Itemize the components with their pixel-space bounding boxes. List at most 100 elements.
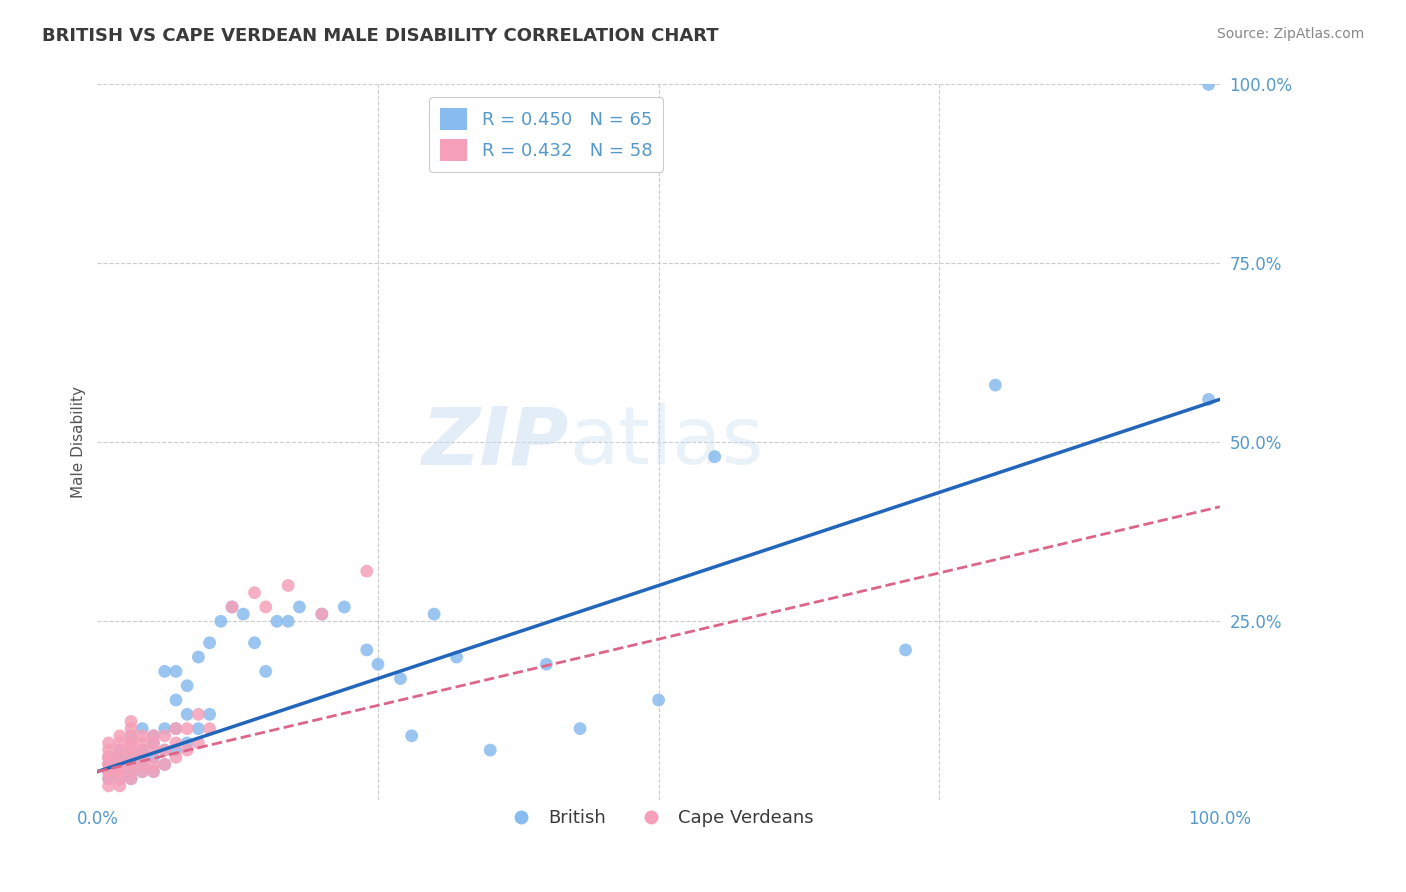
Point <box>108 779 131 793</box>
Point <box>97 750 120 764</box>
Point <box>108 764 131 779</box>
Point <box>120 714 142 729</box>
Point <box>120 750 142 764</box>
Point <box>894 643 917 657</box>
Point <box>311 607 333 621</box>
Point <box>131 743 153 757</box>
Point <box>176 707 198 722</box>
Point <box>266 614 288 628</box>
Point <box>389 672 412 686</box>
Point <box>367 657 389 672</box>
Point <box>131 750 153 764</box>
Point <box>120 757 142 772</box>
Point <box>703 450 725 464</box>
Point <box>165 736 187 750</box>
Point <box>97 736 120 750</box>
Point <box>142 764 165 779</box>
Point <box>479 743 502 757</box>
Point <box>108 729 131 743</box>
Point <box>97 772 120 786</box>
Point <box>423 607 446 621</box>
Point <box>254 599 277 614</box>
Point <box>165 743 187 757</box>
Point <box>120 772 142 786</box>
Y-axis label: Male Disability: Male Disability <box>72 386 86 499</box>
Point <box>142 736 165 750</box>
Point <box>131 729 153 743</box>
Point <box>232 607 254 621</box>
Point <box>153 729 176 743</box>
Point <box>142 764 165 779</box>
Point <box>108 743 131 757</box>
Point <box>142 736 165 750</box>
Point <box>176 736 198 750</box>
Point <box>198 707 221 722</box>
Point <box>1198 78 1220 92</box>
Point <box>97 764 120 779</box>
Point <box>187 722 209 736</box>
Point <box>120 743 142 757</box>
Point <box>108 772 131 786</box>
Point <box>120 736 142 750</box>
Point <box>198 636 221 650</box>
Point <box>165 750 187 764</box>
Point <box>97 757 120 772</box>
Text: Source: ZipAtlas.com: Source: ZipAtlas.com <box>1216 27 1364 41</box>
Point <box>165 722 187 736</box>
Point <box>97 743 120 757</box>
Point <box>153 722 176 736</box>
Point <box>142 729 165 743</box>
Point <box>984 378 1007 392</box>
Point <box>1198 392 1220 407</box>
Point <box>120 722 142 736</box>
Point <box>153 743 176 757</box>
Point <box>311 607 333 621</box>
Point <box>131 736 153 750</box>
Point <box>187 736 209 750</box>
Point <box>277 578 299 592</box>
Point <box>120 764 142 779</box>
Point <box>108 764 131 779</box>
Point <box>97 779 120 793</box>
Point <box>108 750 131 764</box>
Text: ZIP: ZIP <box>422 403 569 482</box>
Point <box>356 564 378 578</box>
Point <box>187 707 209 722</box>
Point <box>288 599 311 614</box>
Point <box>333 599 356 614</box>
Point <box>120 729 142 743</box>
Point <box>221 599 243 614</box>
Point <box>131 757 153 772</box>
Point <box>142 729 165 743</box>
Point <box>120 729 142 743</box>
Point <box>176 722 198 736</box>
Point <box>108 743 131 757</box>
Point <box>131 743 153 757</box>
Point <box>165 693 187 707</box>
Point <box>176 743 198 757</box>
Point <box>277 614 299 628</box>
Point <box>120 743 142 757</box>
Point <box>97 764 120 779</box>
Point <box>142 750 165 764</box>
Point <box>165 665 187 679</box>
Point <box>153 665 176 679</box>
Point <box>97 750 120 764</box>
Point <box>108 772 131 786</box>
Point <box>647 693 669 707</box>
Point <box>165 722 187 736</box>
Point <box>209 614 232 628</box>
Point <box>108 757 131 772</box>
Point <box>120 764 142 779</box>
Point <box>243 585 266 599</box>
Point <box>108 750 131 764</box>
Point <box>356 643 378 657</box>
Legend: British, Cape Verdeans: British, Cape Verdeans <box>496 802 821 834</box>
Point <box>401 729 423 743</box>
Point <box>131 764 153 779</box>
Point <box>131 722 153 736</box>
Point <box>153 743 176 757</box>
Point <box>142 743 165 757</box>
Point <box>536 657 558 672</box>
Point <box>120 750 142 764</box>
